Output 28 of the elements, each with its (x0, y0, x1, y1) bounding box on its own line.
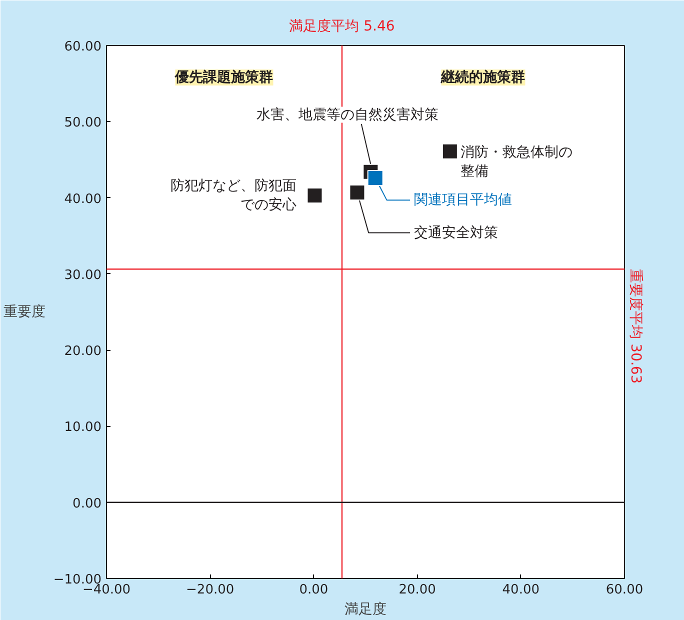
point (442, 143, 458, 160)
x-tick-label: 20.00 (398, 582, 436, 598)
x-tick-label: 40.00 (502, 582, 540, 598)
y-tick-label: 20.00 (64, 344, 102, 360)
point (367, 170, 384, 186)
y-tick-label: 40.00 (64, 192, 102, 207)
point (306, 188, 323, 204)
x-tick-label: 60.00 (606, 582, 644, 598)
series-label: 防犯灯など、防犯面での安心 (170, 178, 297, 214)
series-label: 消防・救急体制の整備 (460, 144, 572, 180)
text: 水害、地震等の自然災害対策 (256, 106, 438, 123)
ref-line-label: 満足度平均 5.46 (289, 18, 395, 34)
annotation: 継続的施策群 (440, 69, 526, 86)
ref-line-label: 重要度平均 30.63 (628, 269, 644, 384)
y-tick-label: 50.00 (64, 116, 102, 131)
x-tick-label: −40.00 (82, 582, 131, 598)
annotation: 優先課題施策群 (174, 68, 274, 86)
y-tick-label: 10.00 (64, 420, 102, 436)
y-axis-title: 重要度 (3, 304, 46, 320)
text: 交通安全対策 (414, 224, 498, 241)
y-tick-label: 0.00 (72, 496, 102, 512)
y-tick-label: 30.00 (64, 268, 102, 283)
text: 関連項目平均値 (414, 192, 512, 208)
point (349, 184, 366, 200)
x-axis-title: 満足度 (344, 602, 386, 618)
x-tick-label: −20.00 (186, 582, 234, 598)
x-tick-label: 0.00 (299, 582, 328, 598)
y-tick-label: 60.00 (64, 40, 102, 54)
